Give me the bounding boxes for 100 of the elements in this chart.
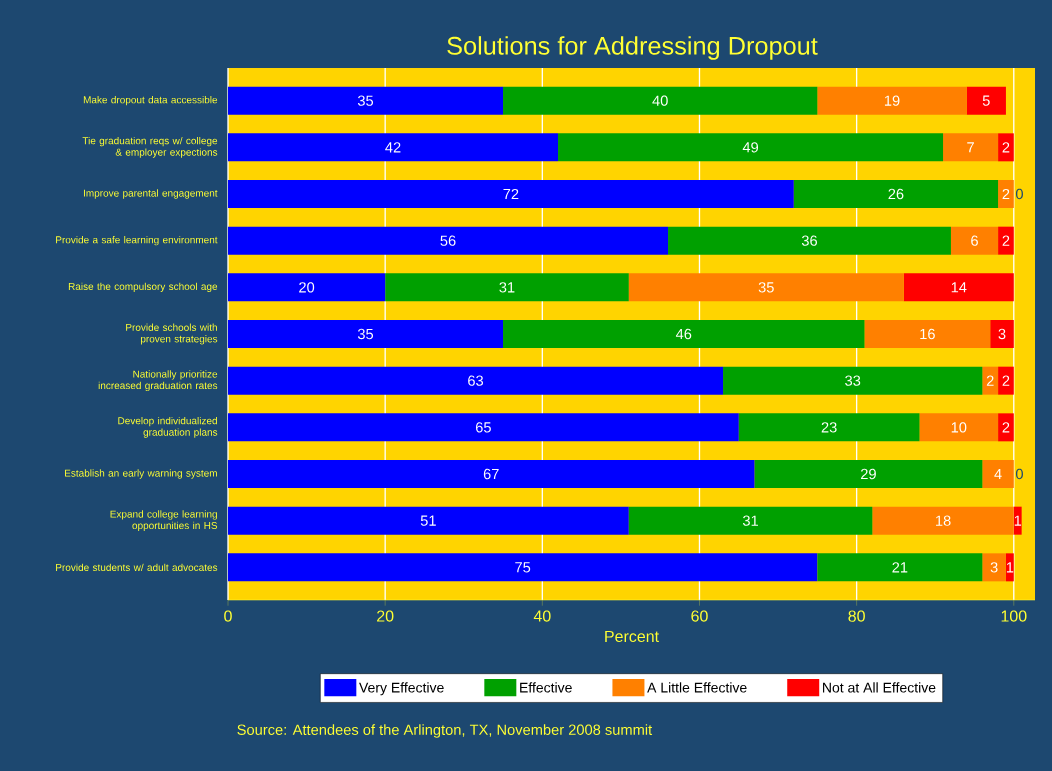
bar — [503, 86, 818, 115]
data-label: 72 — [503, 188, 519, 200]
data-label: 40 — [652, 95, 668, 106]
bar — [1005, 553, 1014, 582]
data-label: 51 — [420, 515, 436, 526]
bar — [817, 86, 967, 115]
data-label: 35 — [357, 95, 374, 106]
y-tick-label: Expand college learning opportunities in HS — [110, 510, 218, 532]
y-tick-label: Tie graduation reqs w/ college & employer expections — [82, 136, 218, 158]
bar — [903, 273, 1014, 302]
bar — [950, 226, 999, 255]
bar — [998, 133, 1014, 162]
data-label: 26 — [888, 188, 904, 200]
bar — [919, 413, 999, 442]
data-label: 29 — [861, 468, 876, 480]
data-label: 23 — [821, 422, 837, 433]
data-label: 21 — [892, 562, 908, 573]
data-label: 4 — [994, 468, 1002, 480]
data-label: 0 — [1015, 188, 1023, 200]
data-label: 2 — [986, 375, 994, 386]
data-label: 0 — [1015, 468, 1023, 480]
y-tick-label: Make dropout data accessible — [83, 96, 218, 106]
bar — [998, 180, 1014, 208]
bar — [817, 553, 983, 582]
x-tick-label: 100 — [1001, 610, 1027, 622]
bar — [982, 366, 999, 395]
y-tick-label: Provide schools with proven strategies — [126, 323, 218, 345]
bar — [668, 226, 951, 255]
x-tick-label: 60 — [691, 610, 708, 622]
source-note: Source: Attendees of the Arlington, TX, November 2008 summit — [237, 724, 653, 738]
y-tick-label: Develop individualized graduation plans — [118, 416, 218, 438]
data-label: 18 — [936, 515, 951, 526]
data-label: 36 — [801, 235, 817, 246]
data-label: 2 — [1002, 422, 1010, 433]
data-label: 3 — [998, 328, 1006, 340]
bar — [228, 413, 739, 442]
bar — [385, 273, 629, 302]
x-tick-label: 80 — [848, 610, 865, 622]
y-tick-label: Nationally prioritize increased graduation rates — [98, 370, 218, 392]
bar — [228, 366, 724, 395]
x-tick-label: 0 — [224, 610, 232, 622]
bar — [738, 413, 920, 442]
data-label: 42 — [385, 142, 401, 153]
data-label: 33 — [845, 375, 861, 386]
bar — [872, 506, 1014, 535]
data-label: 16 — [920, 328, 935, 340]
data-label: 7 — [967, 142, 974, 153]
bar — [754, 460, 983, 489]
bar — [864, 320, 991, 348]
bar — [558, 133, 944, 162]
bar — [793, 180, 999, 208]
y-tick-label: Establish an early warning system — [65, 469, 217, 479]
bar — [228, 180, 794, 208]
bar — [723, 366, 983, 395]
data-label: 65 — [475, 422, 491, 433]
data-label: 31 — [742, 515, 758, 526]
x-tick-label: 40 — [533, 610, 551, 622]
data-label: 31 — [499, 282, 515, 293]
data-label: 49 — [742, 142, 759, 153]
bar — [943, 133, 999, 162]
data-label: 35 — [758, 282, 774, 293]
data-label: 2 — [1002, 188, 1010, 200]
legend-label: Very Effective — [359, 682, 444, 696]
data-label: 63 — [468, 375, 484, 386]
legend-label: Not at All Effective — [823, 682, 936, 693]
bar — [228, 506, 629, 535]
legend-label: Effective — [520, 682, 572, 693]
x-tick-label: 20 — [377, 610, 394, 622]
data-label: 2 — [1002, 235, 1010, 246]
data-label: 5 — [982, 95, 990, 106]
bar — [998, 366, 1014, 395]
y-tick-label: Provide students w/ adult advocates — [56, 563, 218, 572]
bar — [982, 460, 1014, 489]
legend-label: A Little Effective — [647, 682, 747, 693]
data-label: 3 — [990, 562, 998, 573]
bar — [228, 133, 559, 162]
bar — [228, 273, 386, 302]
data-label: 46 — [675, 328, 692, 340]
bar — [1013, 506, 1022, 535]
bar — [228, 460, 755, 489]
y-tick-label: Improve parental engagement — [83, 189, 218, 199]
bar — [228, 320, 504, 348]
bar — [503, 320, 865, 348]
bar — [998, 226, 1014, 255]
bar — [990, 320, 1014, 348]
x-axis-title: Percent — [605, 630, 659, 643]
data-label: 75 — [515, 562, 531, 573]
data-label: 1 — [1006, 562, 1014, 573]
y-tick-label: Provide a safe learning environment — [56, 236, 218, 246]
data-label: 14 — [951, 282, 967, 293]
bar — [228, 553, 818, 582]
chart-title: Solutions for Addressing Dropout — [447, 36, 818, 60]
data-label: 10 — [951, 422, 967, 433]
data-label: 6 — [971, 235, 978, 246]
y-tick-label: Raise the compulsory school age — [68, 282, 218, 292]
data-label: 56 — [440, 235, 456, 246]
bar — [628, 506, 873, 535]
data-label: 67 — [483, 468, 499, 480]
data-label: 35 — [357, 328, 374, 340]
data-label: 1 — [1014, 515, 1022, 526]
